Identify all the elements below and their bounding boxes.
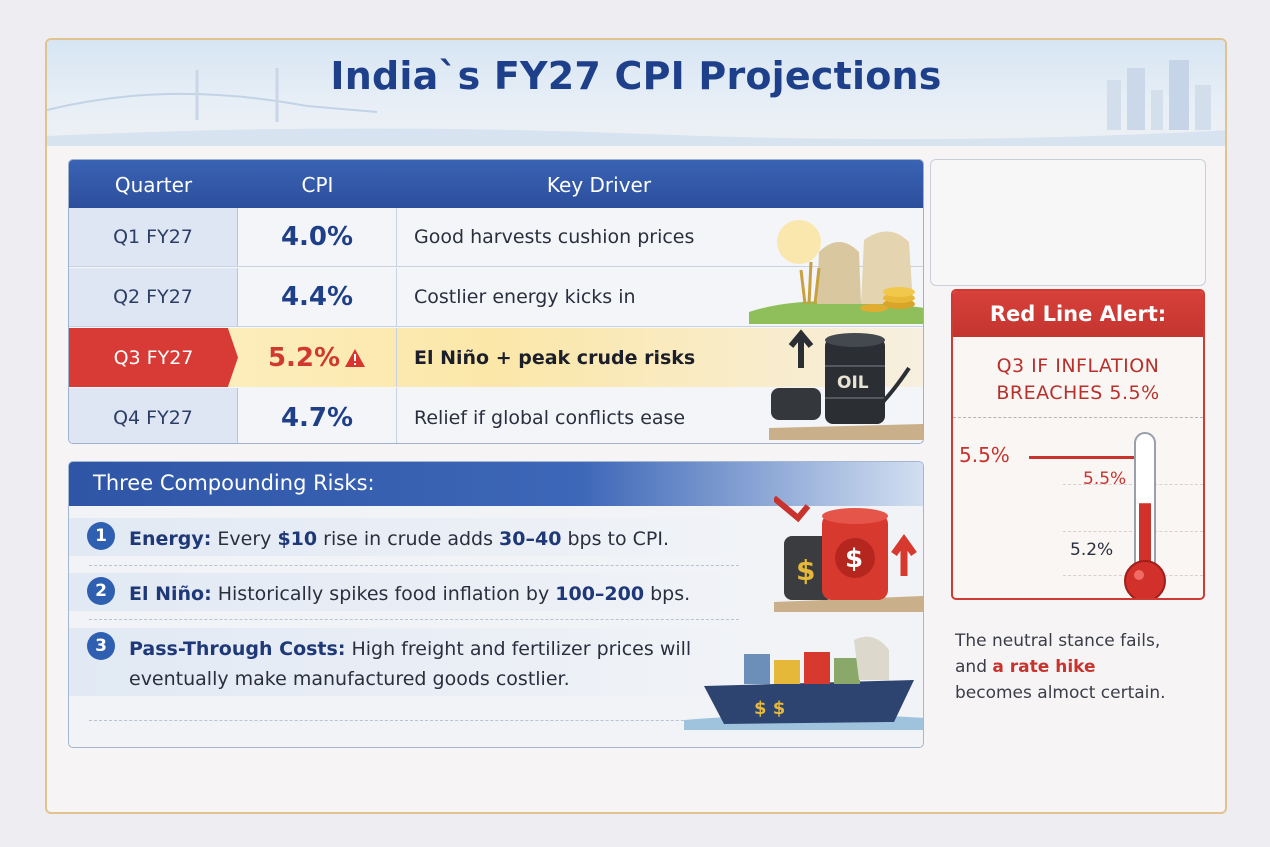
oil-label: OIL <box>837 373 869 393</box>
risk-label: Pass-Through Costs: <box>129 638 346 660</box>
empty-card <box>930 159 1206 286</box>
cpi-cell: 5.2% <box>238 328 397 387</box>
divider <box>89 565 739 566</box>
dollar-icon: $ $ <box>754 698 785 719</box>
threshold-marker-label: 5.5% <box>1083 469 1127 489</box>
threshold-label: 5.5% <box>959 443 1010 467</box>
fuel-barrels-illustration: $ $ <box>774 495 923 612</box>
table-row: Q4 FY27 4.7% Relief if global conflicts … <box>69 388 923 443</box>
risk-label: Energy: <box>129 528 212 550</box>
risk-band <box>69 518 923 556</box>
infographic-card: India`s FY27 CPI Projections Quarter CPI… <box>45 38 1227 814</box>
driver-cell: Costlier energy kicks in <box>414 286 636 308</box>
divider <box>89 619 739 620</box>
quarter-cell: Q3 FY27 <box>69 328 238 387</box>
cpi-cell: 4.7% <box>238 388 397 443</box>
cpi-value: 5.2% <box>267 342 341 373</box>
risk-number: 3 <box>87 632 115 660</box>
city-skyline-illustration <box>47 60 1225 146</box>
header-cpi: CPI <box>301 173 334 197</box>
dollar-icon: $ <box>796 554 815 587</box>
gridline <box>1063 531 1203 532</box>
warning-icon <box>345 348 366 367</box>
title-banner: India`s FY27 CPI Projections <box>47 40 1225 146</box>
rate-hike-highlight: a rate hike <box>992 657 1096 677</box>
header-quarter: Quarter <box>114 173 193 197</box>
red-line-alert-panel: Red Line Alert: Q3 IF INFLATION BREACHES… <box>951 289 1205 600</box>
risks-header: Three Compounding Risks: <box>69 462 923 506</box>
driver-cell: Good harvests cushion prices <box>414 226 695 248</box>
risk-number: 1 <box>87 522 115 550</box>
thermometer-icon <box>1124 432 1166 598</box>
quarter-cell: Q4 FY27 <box>69 388 238 443</box>
risks-panel: Three Compounding Risks: 1 Energy: Every… <box>68 461 924 748</box>
driver-cell: Relief if global conflicts ease <box>414 406 686 429</box>
risk-number: 2 <box>87 577 115 605</box>
oil-barrel-illustration: OIL <box>769 329 923 440</box>
conclusion-note: The neutral stance fails, and a rate hik… <box>955 631 1166 703</box>
current-cpi-label: 5.2% <box>1070 540 1114 560</box>
divider <box>953 417 1203 418</box>
risk-text-line2: eventually make manufactured goods costl… <box>129 668 570 690</box>
table-row-highlighted: Q3 FY27 5.2% El Niño + peak crude risks <box>69 328 923 387</box>
gridline <box>1063 484 1203 485</box>
cpi-cell: 4.4% <box>238 268 397 326</box>
quarter-cell: Q1 FY27 <box>69 208 238 266</box>
page-title: India`s FY27 CPI Projections <box>330 54 942 98</box>
risk-label: El Niño: <box>129 583 212 605</box>
table-row: Q2 FY27 4.4% Costlier energy kicks in <box>69 268 923 327</box>
threshold-line <box>1029 456 1139 459</box>
divider <box>89 720 739 721</box>
dollar-icon: $ <box>845 544 863 574</box>
cpi-projection-table: Quarter CPI Key Driver Q1 FY27 4.0% Good… <box>68 159 924 444</box>
risks-title: Three Compounding Risks: <box>93 471 375 495</box>
header-key-driver: Key Driver <box>546 173 652 197</box>
cpi-cell: 4.0% <box>238 208 397 266</box>
quarter-cell: Q2 FY27 <box>69 268 238 326</box>
cargo-ship-illustration: $ $ <box>684 636 923 730</box>
table-header: Quarter CPI Key Driver <box>69 160 923 208</box>
alert-title: Red Line Alert: <box>953 291 1203 337</box>
driver-cell: El Niño + peak crude risks <box>414 346 696 369</box>
harvest-coins-illustration <box>749 220 923 324</box>
table-row: Q1 FY27 4.0% Good harvests cushion price… <box>69 208 923 267</box>
alert-subtitle: Q3 IF INFLATION BREACHES 5.5% <box>996 355 1160 404</box>
